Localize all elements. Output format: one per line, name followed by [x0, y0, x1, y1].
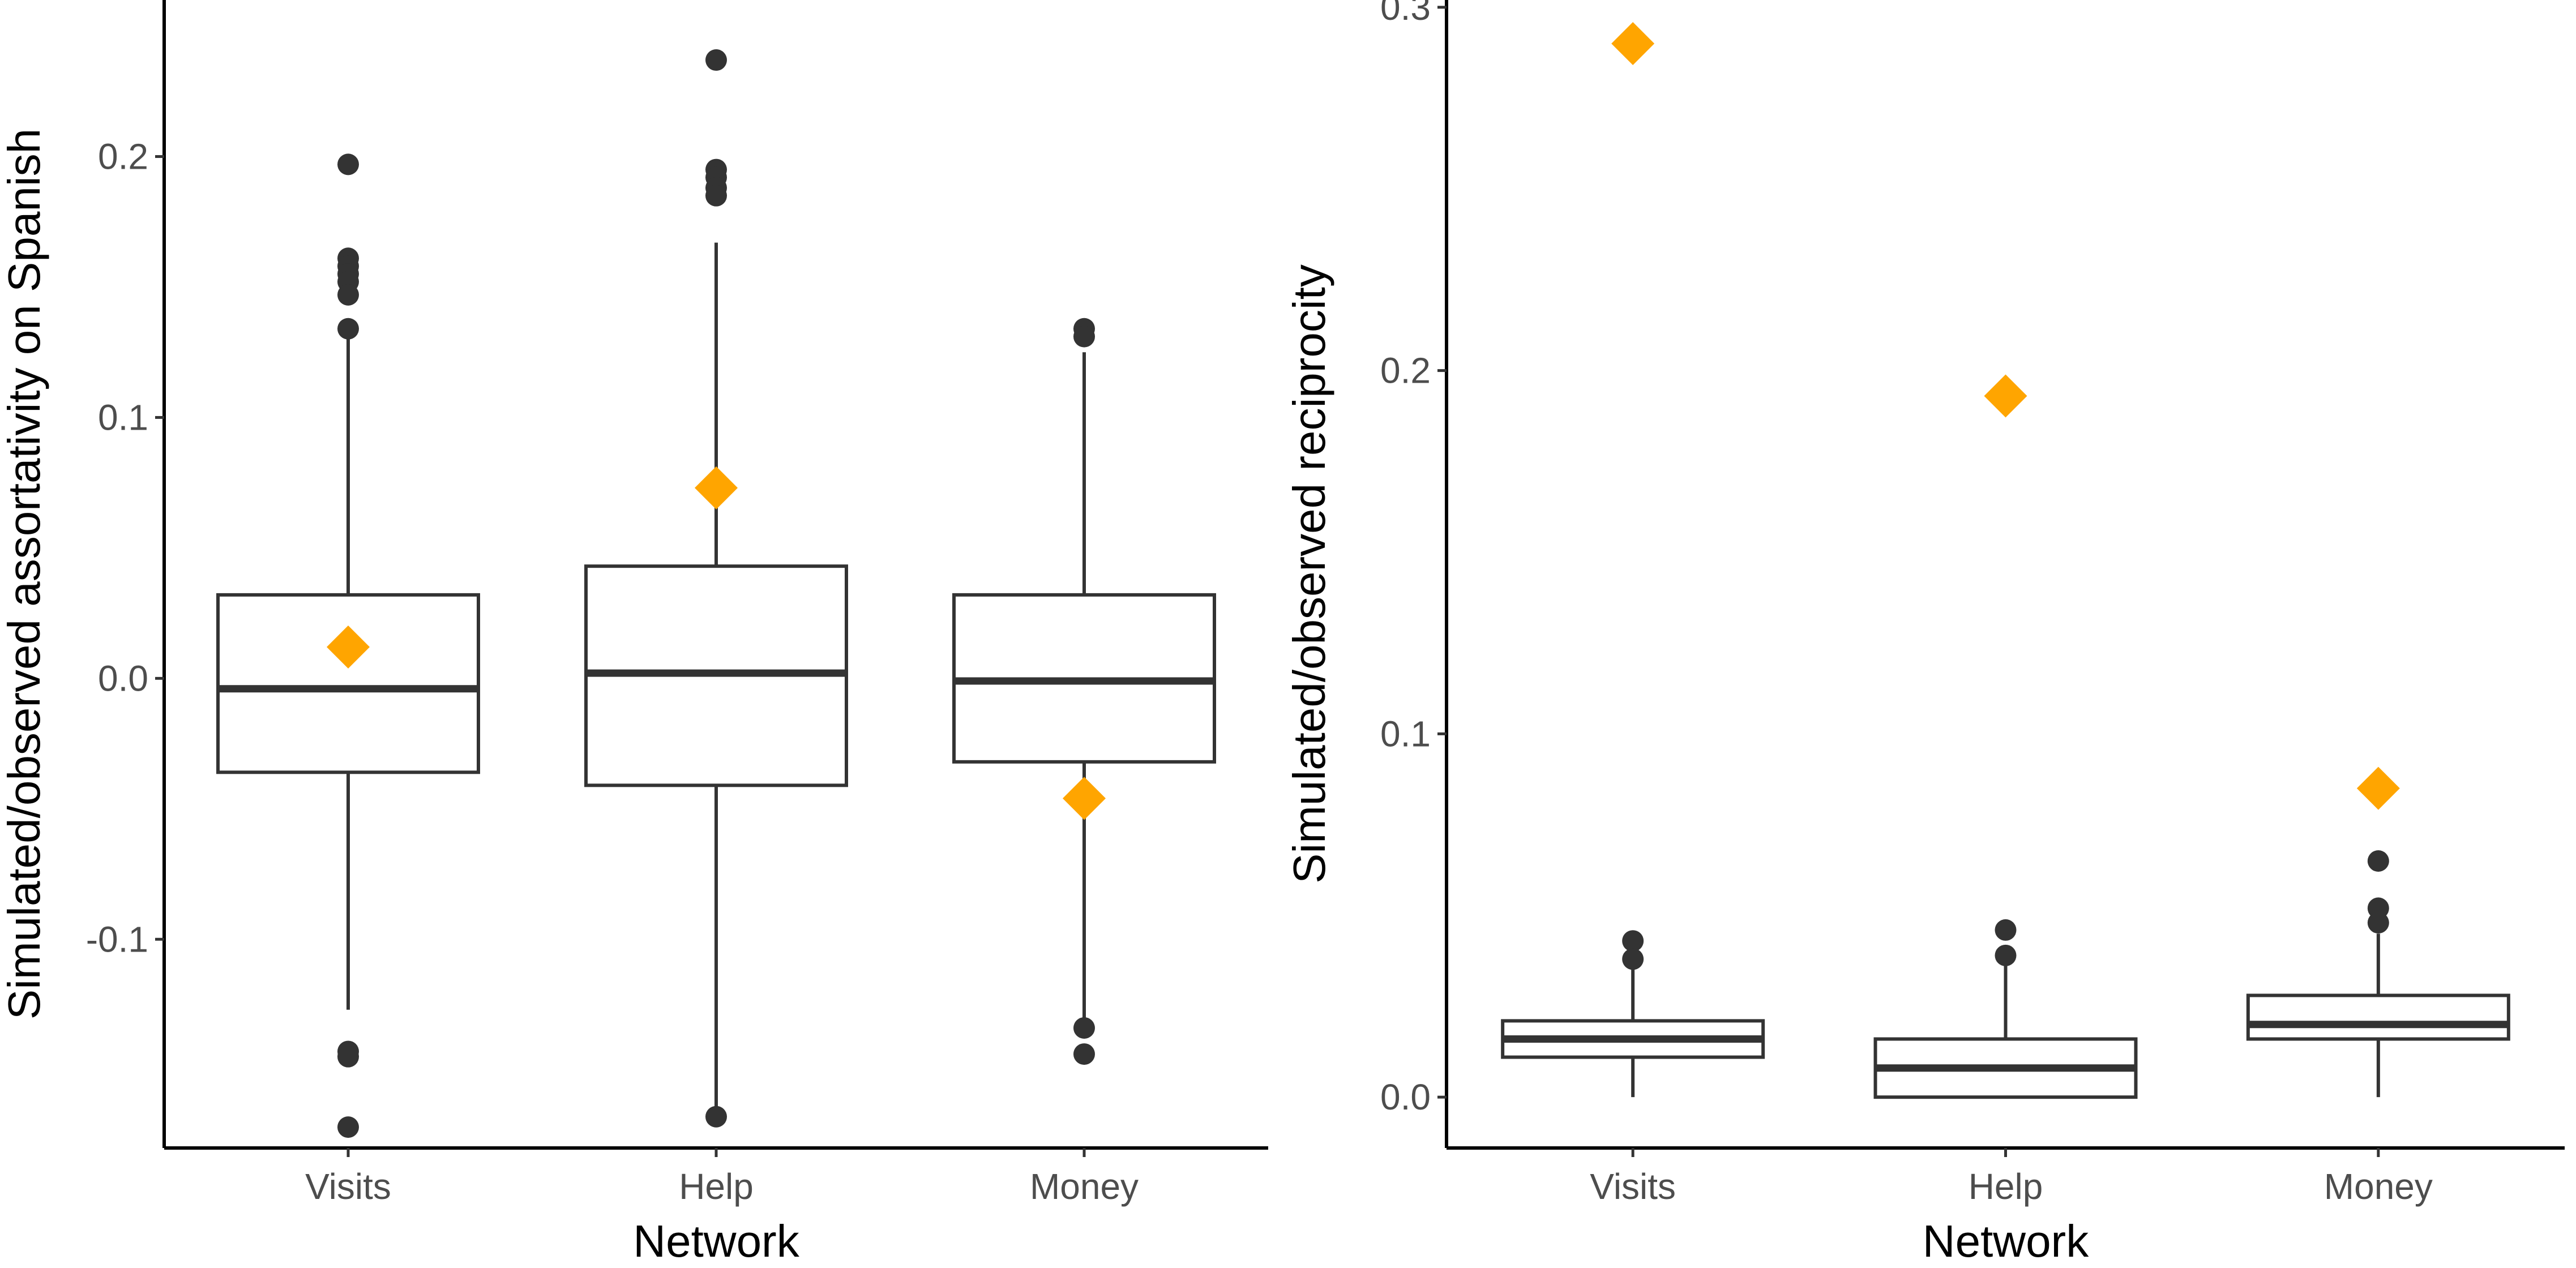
y-tick-label: 0.3: [1380, 0, 1431, 28]
outlier-point: [1995, 919, 2017, 941]
observed-value-marker: [1611, 22, 1655, 66]
box-iqr: [216, 593, 480, 774]
outlier-point: [705, 49, 727, 71]
x-axis-title: Network: [633, 1216, 799, 1265]
observed-value-marker: [695, 466, 738, 509]
boxplot-money: [2246, 766, 2510, 1098]
x-tick-label-visits: Visits: [1590, 1166, 1676, 1207]
y-tick-label: 0.2: [98, 136, 148, 177]
panel-assortativity: -0.1 0.0 0.1 0.2 Visits Help Money Network Simul…: [0, 0, 1268, 1266]
outlier-point: [337, 153, 359, 175]
x-tick-label-money: Money: [2324, 1166, 2433, 1207]
panel-reciprocity: 0.0 0.1 0.2 0.3 Visits Help Money Network Simula…: [1284, 0, 2565, 1266]
y-tick-label: 0.1: [98, 397, 148, 438]
boxplot-visits: [1501, 22, 1765, 1098]
outlier-point: [705, 1106, 727, 1128]
observed-value-marker: [2356, 766, 2400, 810]
outlier-point: [337, 318, 359, 340]
observed-value-marker: [1984, 374, 2027, 418]
x-tick-label-help: Help: [679, 1166, 754, 1207]
x-tick-label-money: Money: [1030, 1166, 1139, 1207]
outlier-point: [1622, 948, 1644, 970]
outlier-point: [2367, 912, 2389, 934]
outlier-point: [2367, 850, 2389, 872]
outlier-point: [1073, 1043, 1095, 1065]
y-axis-title: Simulated/observed reciprocity: [1284, 264, 1334, 884]
observed-value-marker: [327, 626, 370, 669]
box-iqr: [2246, 993, 2510, 1041]
x-tick-label-visits: Visits: [305, 1166, 391, 1207]
y-tick-label: 0.0: [1380, 1077, 1431, 1117]
y-tick-label: -0.1: [86, 919, 148, 959]
outlier-point: [1073, 1017, 1095, 1039]
outlier-point: [1622, 930, 1644, 952]
y-tick-label: 0.1: [1380, 713, 1431, 754]
boxplot-help: [1873, 374, 2138, 1099]
x-axis-title: Network: [1923, 1216, 2089, 1265]
observed-value-marker: [1063, 777, 1106, 820]
x-tick-label-help: Help: [1969, 1166, 2043, 1207]
outlier-point: [1073, 325, 1095, 348]
outlier-point: [337, 284, 359, 306]
boxplot-help: [584, 49, 848, 1128]
y-tick-label: 0.0: [98, 658, 148, 699]
y-tick-label: 0.2: [1380, 350, 1431, 391]
outlier-point: [705, 185, 727, 207]
outlier-point: [337, 1046, 359, 1068]
outlier-point: [1995, 944, 2017, 966]
boxplot-visits: [216, 153, 480, 1138]
boxplot-money: [952, 318, 1216, 1065]
outlier-point: [337, 1116, 359, 1138]
y-axis-title: Simulated/observed assortativity on Span…: [0, 128, 49, 1019]
